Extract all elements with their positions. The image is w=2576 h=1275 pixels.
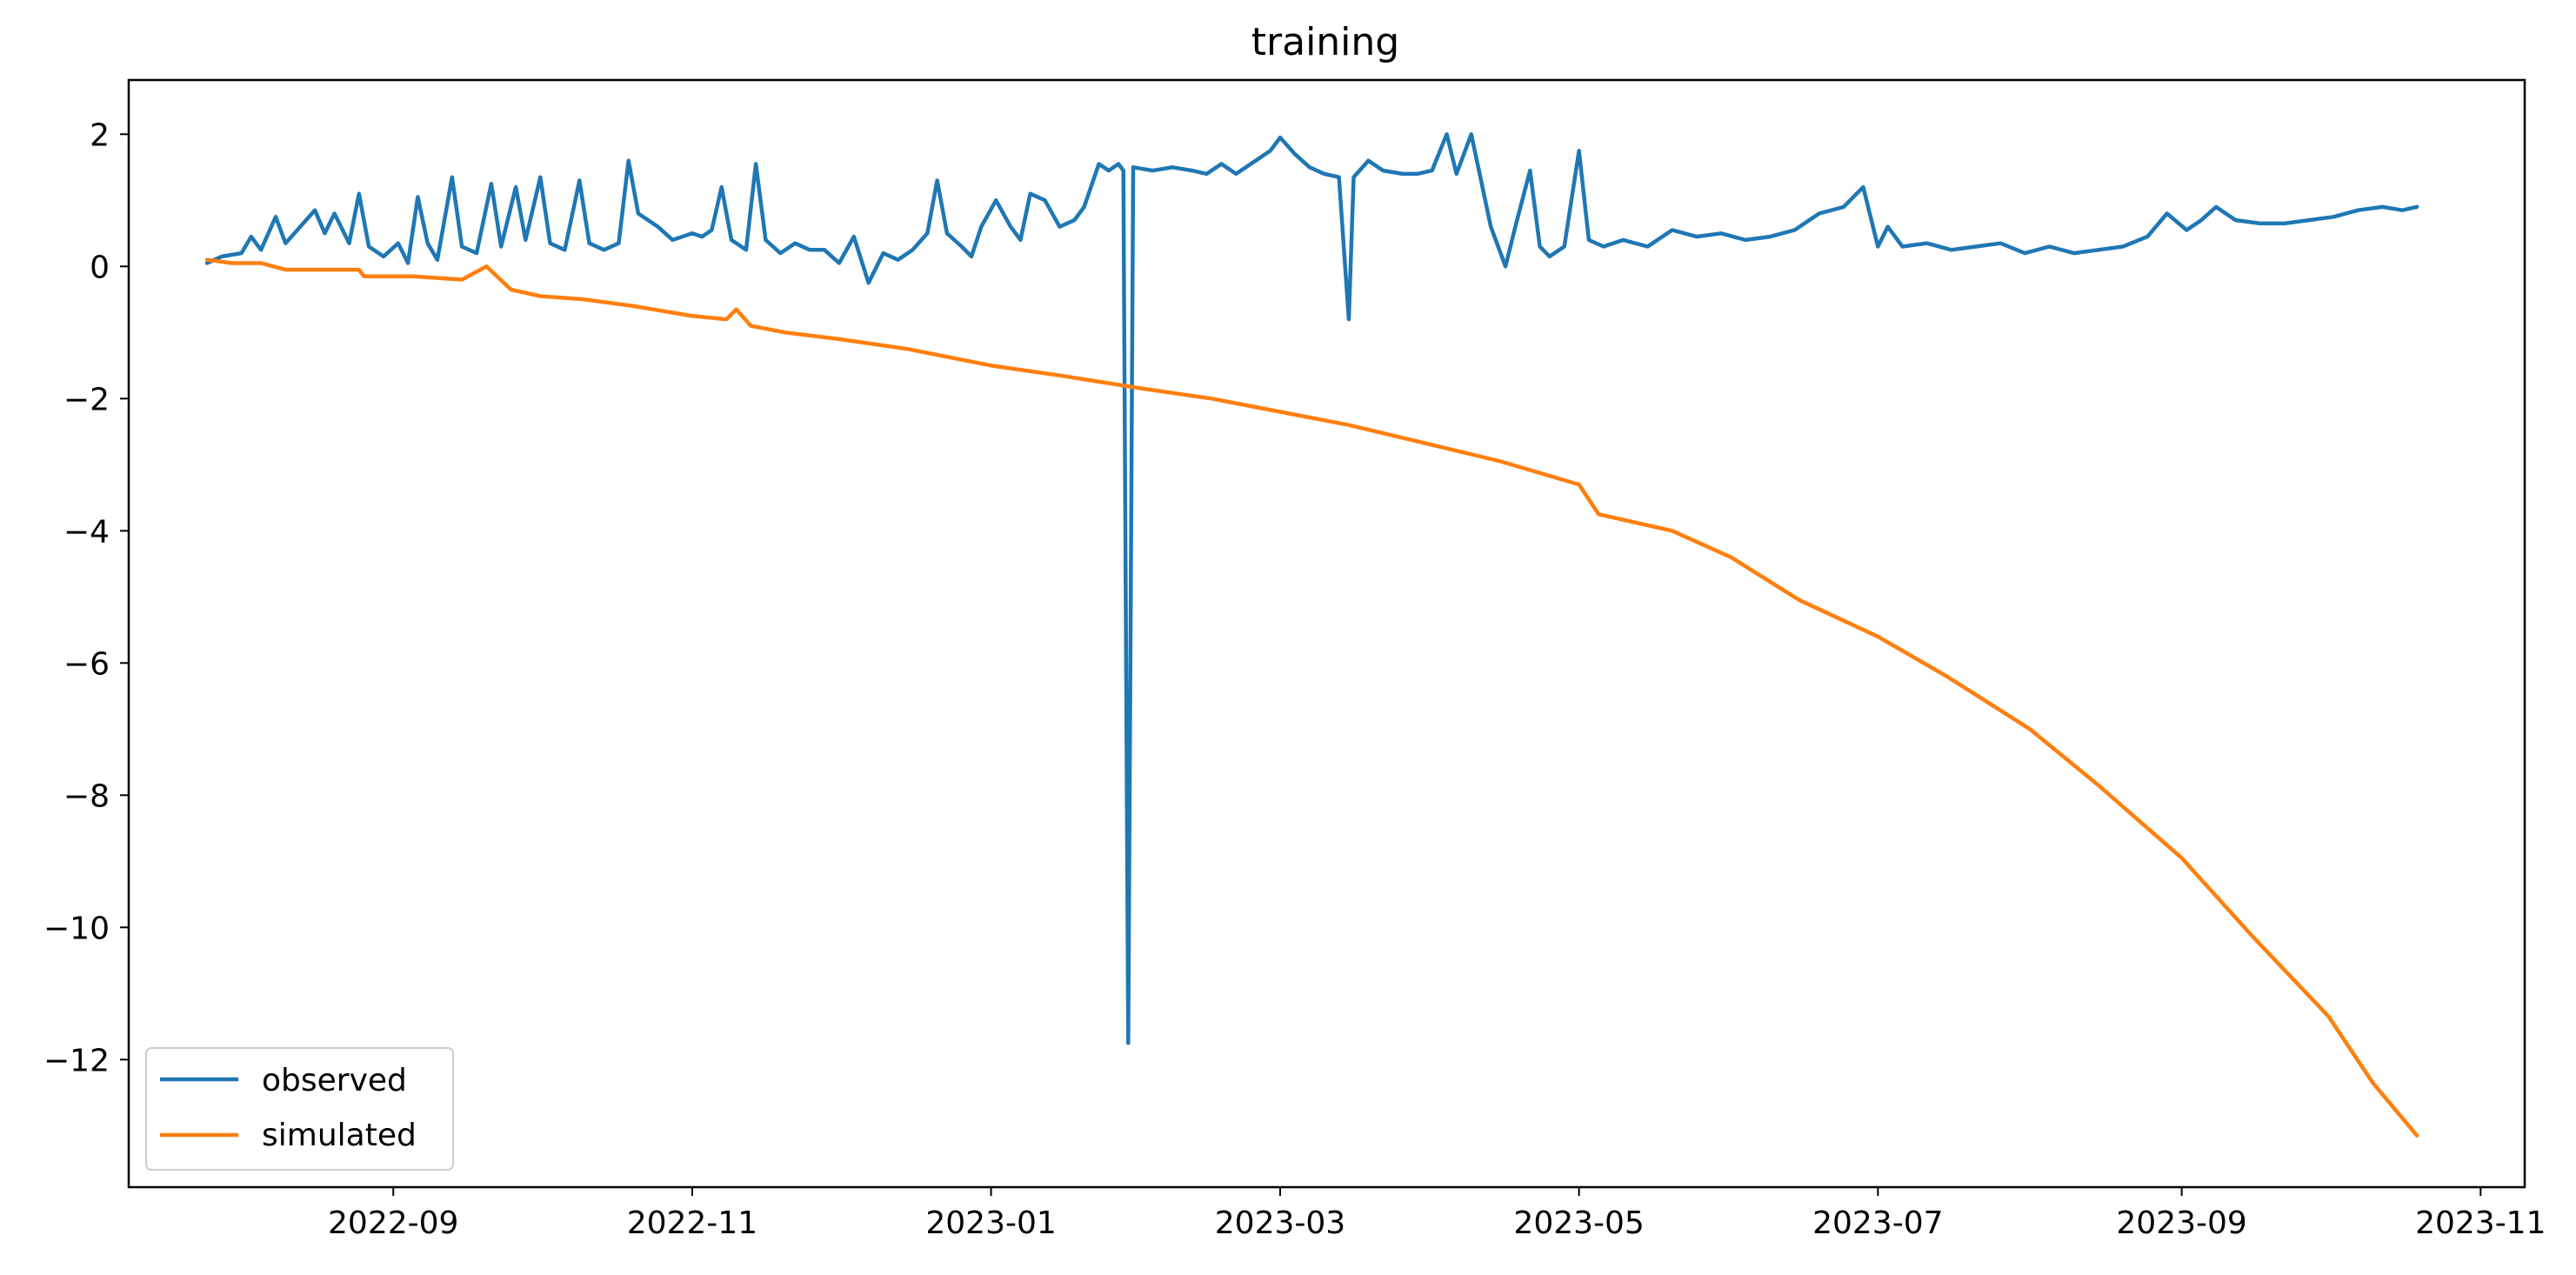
legend-label-observed: observed [262,1063,407,1098]
y-tick-label: −8 [63,778,110,814]
y-tick-label: −12 [43,1043,110,1078]
x-tick-label: 2023-07 [1812,1205,1943,1241]
x-tick-label: 2023-11 [2415,1205,2546,1241]
legend-label-simulated: simulated [262,1118,417,1153]
y-axis: 2 0 −2 −4 −6 −8 −10 −12 [43,117,129,1078]
y-tick-label: 0 [90,250,110,285]
series-layer [204,132,2419,1138]
legend: observed simulated [145,1047,454,1171]
series-line-observed [204,132,2419,1045]
series-line-simulated [204,257,2419,1138]
x-tick-label: 2023-09 [2116,1205,2246,1241]
plot-frame [127,78,2526,1189]
x-tick-label: 2022-11 [627,1205,757,1241]
chart-title: training [1251,20,1399,64]
y-tick-label: −2 [63,382,110,417]
y-tick-label: −10 [43,911,110,946]
x-tick-label: 2023-05 [1513,1205,1644,1241]
x-axis: 2022-09 2022-11 2023-01 2023-03 2023-05 2023-… [328,1187,2546,1241]
x-tick-label: 2023-03 [1215,1205,1345,1241]
x-tick-label: 2023-01 [925,1205,1056,1241]
y-tick-label: 2 [90,117,110,153]
x-tick-label: 2022-09 [328,1205,458,1241]
y-tick-label: −6 [63,646,110,682]
y-tick-label: −4 [63,514,110,550]
